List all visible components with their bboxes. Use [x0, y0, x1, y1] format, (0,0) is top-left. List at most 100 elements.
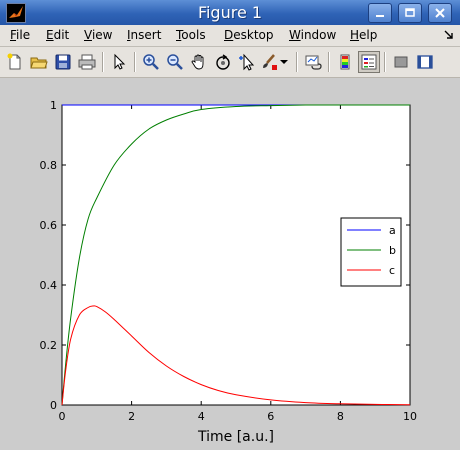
edit-plot-button[interactable] [108, 51, 130, 73]
menu-insert-rest: nsert [130, 28, 162, 42]
insert-legend-button[interactable] [358, 51, 380, 73]
rotate-3d-button[interactable] [212, 51, 234, 73]
series-layer [61, 104, 411, 406]
menu-desktop[interactable]: Desktop [224, 28, 274, 42]
dock-arrow-icon[interactable] [444, 29, 454, 43]
save-icon [55, 54, 71, 70]
menu-help-mnemonic: H [350, 28, 360, 42]
menu-insert[interactable]: Insert [127, 28, 161, 42]
menu-insert-mnemonic: I [127, 28, 131, 42]
minimize-button[interactable] [368, 3, 392, 23]
toolbar-separator [134, 52, 136, 72]
zoom-out-icon [167, 54, 183, 70]
zoom-in-button[interactable] [140, 51, 162, 73]
open-file-icon [30, 57, 48, 69]
show-plot-tools-button[interactable] [414, 51, 436, 73]
ticks-layer: 0 2 4 6 8 10 0 0.2 0.4 0.6 0.8 1 [40, 99, 418, 423]
pan-button[interactable] [188, 51, 210, 73]
link-plot-button[interactable] [302, 51, 324, 73]
close-button[interactable] [428, 3, 452, 23]
x-tick-label: 8 [337, 410, 344, 423]
title-bar[interactable]: Figure 1 [0, 0, 460, 26]
data-cursor-icon [239, 53, 255, 71]
window-title: Figure 1 [197, 3, 263, 22]
menu-tools-mnemonic: T [176, 28, 182, 42]
print-button[interactable] [76, 51, 98, 73]
menu-view-rest: iew [91, 28, 113, 42]
menu-view-mnemonic: V [84, 28, 92, 42]
x-axis-label: Time [a.u.] [197, 429, 274, 445]
maximize-icon [405, 8, 415, 17]
menu-window-rest: indow [300, 28, 337, 42]
insert-colorbar-icon [340, 54, 350, 70]
menu-window[interactable]: Window [289, 28, 336, 42]
new-figure-icon [7, 53, 21, 70]
series-line-b[interactable] [61, 104, 410, 406]
new-figure-button[interactable] [4, 51, 26, 73]
menu-edit-rest: dit [53, 28, 70, 42]
toolbar-separator [328, 52, 330, 72]
menu-help[interactable]: Help [350, 28, 377, 42]
menu-tools-rest: ools [181, 28, 206, 42]
zoom-out-button[interactable] [164, 51, 186, 73]
print-icon [78, 54, 96, 70]
menu-edit[interactable]: Edit [46, 28, 69, 42]
legend-label-c: c [389, 264, 395, 277]
y-tick-label: 0.2 [40, 339, 58, 352]
y-tick-label: 0 [50, 399, 57, 412]
y-tick-label: 0.4 [40, 279, 58, 292]
open-file-button[interactable] [28, 51, 50, 73]
menu-desktop-mnemonic: D [224, 28, 234, 42]
x-tick-label: 4 [198, 410, 205, 423]
hide-plot-tools-icon [394, 56, 408, 68]
menu-file[interactable]: File [10, 28, 30, 42]
line-plot[interactable]: 0 2 4 6 8 10 0 0.2 0.4 0.6 0.8 1 Time [a.u.] abc [0, 78, 460, 450]
x-tick-label: 6 [267, 410, 274, 423]
minimize-icon [376, 15, 384, 17]
close-icon [435, 8, 445, 18]
rotate-3d-icon [216, 54, 230, 70]
insert-legend-icon [361, 54, 377, 70]
matlab-app-icon[interactable] [6, 3, 26, 23]
figure-toolbar [0, 47, 460, 78]
menu-help-rest: elp [359, 28, 378, 42]
x-tick-label: 0 [59, 410, 66, 423]
y-tick-label: 1 [50, 99, 57, 112]
legend-box[interactable] [340, 217, 402, 287]
edit-plot-arrow-icon [114, 53, 126, 70]
brush-dropdown-icon [280, 60, 288, 64]
zoom-in-icon [143, 54, 159, 70]
legend-label-a: a [389, 224, 396, 237]
data-cursor-button[interactable] [236, 51, 258, 73]
y-tick-label: 0.6 [40, 219, 58, 232]
menu-bar: File Edit View Insert Tools Desktop Wind… [0, 25, 460, 47]
menu-window-mnemonic: W [289, 28, 301, 42]
y-tick-label: 0.8 [40, 159, 58, 172]
link-plot-icon [305, 55, 322, 70]
show-plot-tools-icon [417, 55, 433, 69]
menu-tools[interactable]: Tools [176, 28, 206, 42]
toolbar-separator [102, 52, 104, 72]
menu-file-mnemonic: F [10, 28, 17, 42]
menu-view[interactable]: View [84, 28, 112, 42]
brush-icon [263, 54, 277, 70]
x-tick-label: 10 [403, 410, 417, 423]
legend-label-b: b [389, 244, 396, 257]
menu-desktop-rest: esktop [233, 28, 274, 42]
series-line-c[interactable] [61, 305, 411, 406]
hide-plot-tools-button[interactable] [390, 51, 412, 73]
x-tick-label: 2 [128, 410, 135, 423]
toolbar-separator [296, 52, 298, 72]
legend[interactable]: abc [340, 217, 402, 287]
pan-hand-icon [191, 54, 204, 70]
toolbar-separator [384, 52, 386, 72]
menu-edit-mnemonic: E [46, 28, 54, 42]
brush-button[interactable] [258, 51, 280, 73]
brush-dropdown-button[interactable] [278, 51, 290, 73]
save-button[interactable] [52, 51, 74, 73]
menu-file-rest: ile [16, 28, 31, 42]
insert-colorbar-button[interactable] [334, 51, 356, 73]
maximize-button[interactable] [398, 3, 422, 23]
